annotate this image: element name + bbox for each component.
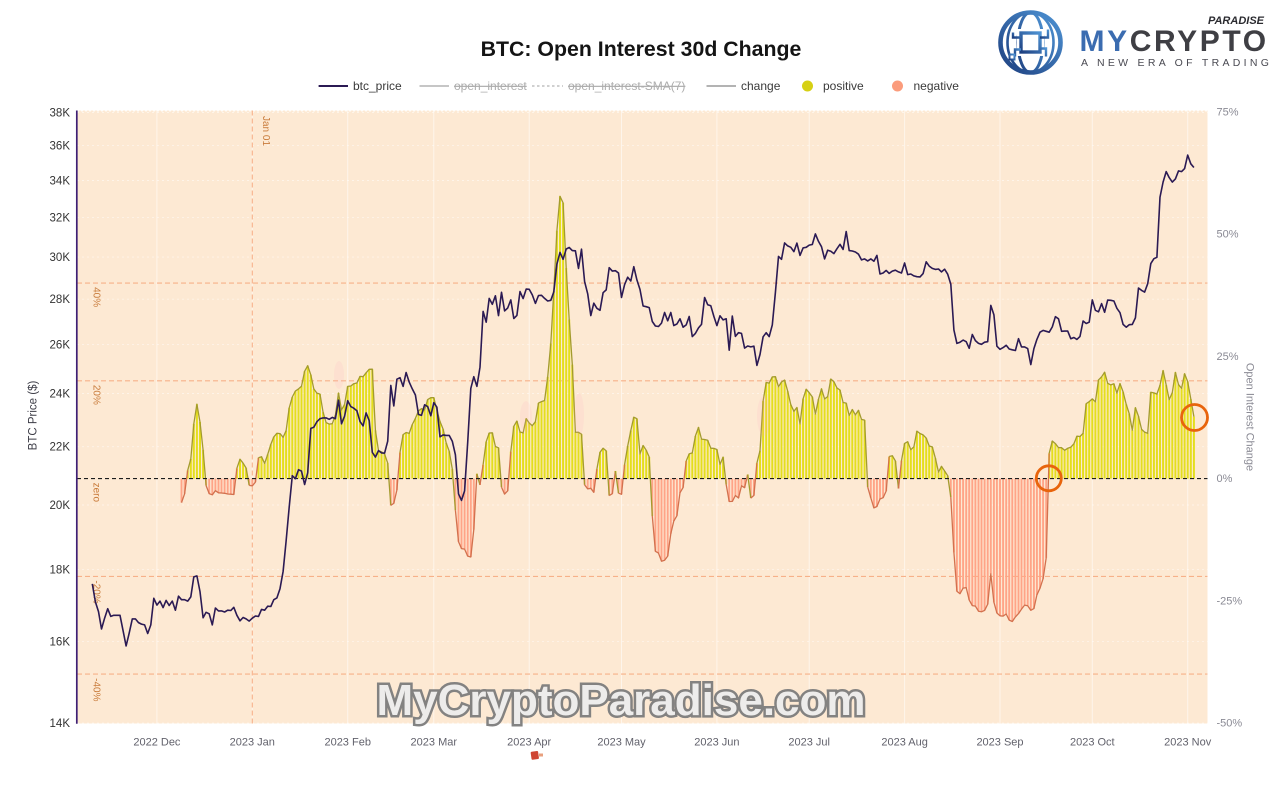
svg-text:20K: 20K bbox=[50, 500, 71, 512]
svg-text:38K: 38K bbox=[50, 108, 71, 120]
svg-text:34K: 34K bbox=[50, 176, 71, 188]
svg-text:-20%: -20% bbox=[91, 580, 102, 603]
svg-text:2023 May: 2023 May bbox=[597, 737, 646, 749]
svg-text:16K: 16K bbox=[50, 636, 71, 648]
svg-text:btc_price: btc_price bbox=[353, 79, 402, 93]
svg-text:75%: 75% bbox=[1217, 107, 1239, 119]
svg-text:Jan 01: Jan 01 bbox=[260, 116, 271, 146]
svg-text:25%: 25% bbox=[1217, 351, 1239, 363]
svg-text:open_interest: open_interest bbox=[454, 79, 527, 93]
svg-text:BTC Price ($): BTC Price ($) bbox=[28, 381, 40, 451]
svg-text:2023 Nov: 2023 Nov bbox=[1164, 737, 1212, 749]
svg-text:2023 Sep: 2023 Sep bbox=[976, 737, 1023, 749]
svg-text:2023 Mar: 2023 Mar bbox=[411, 737, 458, 749]
svg-text:2023 Apr: 2023 Apr bbox=[507, 737, 551, 749]
svg-text:2023 Feb: 2023 Feb bbox=[324, 737, 370, 749]
svg-text:40%: 40% bbox=[91, 287, 102, 307]
svg-text:2022 Dec: 2022 Dec bbox=[133, 737, 181, 749]
svg-text:22K: 22K bbox=[50, 442, 71, 454]
svg-text:2023 Jun: 2023 Jun bbox=[694, 737, 739, 749]
svg-text:PARADISE: PARADISE bbox=[1208, 15, 1265, 27]
svg-text:Open Interest Change: Open Interest Change bbox=[1244, 363, 1256, 471]
svg-text:28K: 28K bbox=[50, 294, 71, 306]
svg-text:30K: 30K bbox=[50, 252, 71, 264]
svg-text:MyCryptoParadise.com: MyCryptoParadise.com bbox=[376, 676, 865, 725]
svg-text:50%: 50% bbox=[1217, 229, 1239, 241]
svg-text:-25%: -25% bbox=[1217, 595, 1243, 607]
svg-text:BTC: Open Interest 30d Change: BTC: Open Interest 30d Change bbox=[481, 37, 802, 61]
svg-text:14K: 14K bbox=[50, 718, 71, 730]
svg-text:2023 Jan: 2023 Jan bbox=[230, 737, 275, 749]
svg-text:zero: zero bbox=[91, 483, 102, 503]
svg-text:2023 Aug: 2023 Aug bbox=[881, 737, 928, 749]
svg-text:32K: 32K bbox=[50, 213, 71, 225]
svg-text:18K: 18K bbox=[50, 564, 71, 576]
svg-text:-50%: -50% bbox=[1217, 718, 1243, 730]
svg-text:negative: negative bbox=[914, 79, 960, 93]
svg-text:20%: 20% bbox=[91, 385, 102, 405]
svg-text:0%: 0% bbox=[1217, 473, 1233, 485]
svg-text:26K: 26K bbox=[50, 340, 71, 352]
svg-text:MYCRYPTO: MYCRYPTO bbox=[1080, 25, 1269, 58]
svg-text:A NEW ERA OF TRADING: A NEW ERA OF TRADING bbox=[1081, 57, 1272, 69]
svg-text:change: change bbox=[741, 79, 781, 93]
svg-text:2023 Jul: 2023 Jul bbox=[788, 737, 830, 749]
svg-text:36K: 36K bbox=[50, 141, 71, 153]
svg-text:open_interest-SMA(7): open_interest-SMA(7) bbox=[568, 79, 685, 93]
svg-text:2023 Oct: 2023 Oct bbox=[1070, 737, 1115, 749]
svg-text:positive: positive bbox=[823, 79, 864, 93]
svg-text:24K: 24K bbox=[50, 389, 71, 401]
svg-text:-40%: -40% bbox=[91, 678, 102, 701]
